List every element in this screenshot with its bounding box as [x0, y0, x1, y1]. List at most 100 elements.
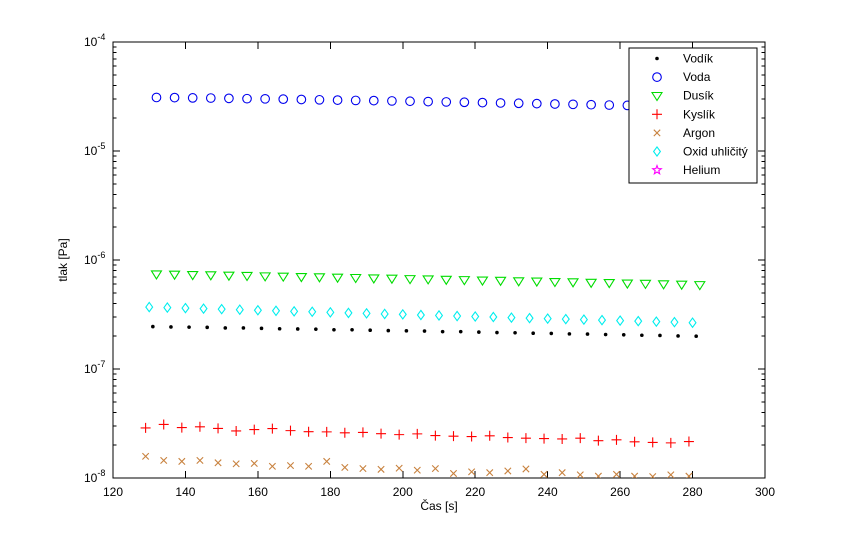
marker-argon — [576, 471, 584, 478]
marker-argon — [685, 472, 693, 478]
marker-argon — [540, 470, 548, 478]
marker-kyslik — [267, 423, 278, 434]
marker-voda — [423, 96, 433, 107]
marker-dusik — [530, 277, 543, 288]
legend-item-helium: Helium — [651, 163, 720, 177]
marker-voda — [350, 95, 361, 106]
legend-label: Kyslík — [683, 107, 716, 121]
x-tick-label: 160 — [248, 485, 268, 499]
marker-vodik — [658, 333, 662, 338]
marker-vodik — [259, 326, 264, 331]
marker-argon — [142, 452, 150, 460]
marker-vodik — [169, 325, 173, 329]
marker-vodik — [422, 329, 427, 333]
marker-voda — [205, 93, 216, 103]
marker-argon — [486, 469, 494, 477]
marker-kyslik — [647, 437, 658, 448]
series-dusik — [150, 270, 706, 291]
marker-dusik — [621, 279, 634, 290]
triangle-down-icon — [651, 91, 663, 102]
marker-argon — [359, 464, 367, 473]
marker-oxid-uhlicity — [416, 309, 425, 321]
marker-voda — [332, 95, 343, 105]
marker-dusik — [313, 273, 326, 283]
marker-dusik — [585, 278, 598, 289]
marker-vodik — [187, 325, 191, 329]
marker-kyslik — [611, 434, 622, 445]
marker-dusik — [693, 281, 706, 291]
marker-vodik — [440, 329, 445, 334]
marker-dusik — [458, 276, 471, 286]
marker-vodik — [531, 331, 535, 336]
legend-label: Argon — [683, 126, 715, 140]
marker-oxid-uhlicity — [344, 307, 353, 319]
marker-argon — [431, 464, 439, 473]
series-vodik — [151, 324, 698, 338]
x-tick-label: 220 — [465, 485, 485, 499]
marker-dusik — [150, 270, 163, 280]
marker-kyslik — [557, 433, 568, 444]
marker-oxid-uhlicity — [561, 313, 570, 325]
marker-voda — [568, 99, 578, 110]
marker-voda — [151, 92, 162, 103]
marker-voda — [187, 93, 198, 103]
marker-dusik — [567, 278, 580, 288]
marker-voda — [314, 94, 325, 105]
marker-kyslik — [321, 426, 332, 437]
marker-oxid-uhlicity — [235, 304, 244, 316]
marker-voda — [441, 97, 452, 107]
marker-argon — [377, 465, 385, 473]
marker-kyslik — [249, 424, 260, 435]
x-tick-label: 120 — [103, 485, 123, 499]
marker-oxid-uhlicity — [543, 313, 552, 325]
legend-item-dus-k: Dusík — [651, 89, 715, 103]
marker-oxid-uhlicity — [434, 309, 444, 321]
marker-kyslik — [683, 436, 694, 447]
marker-vodik — [368, 328, 372, 332]
marker-dusik — [168, 270, 181, 281]
marker-vodik — [495, 330, 499, 335]
marker-kyslik — [158, 419, 169, 430]
axes: 120 140 160 180 200 220 240 260 280 300 10-4 10-5 10… — [84, 32, 775, 499]
marker-vodik — [151, 324, 155, 329]
x-tick-label: 140 — [175, 485, 195, 499]
y-tick-label: 10-4 — [84, 32, 105, 49]
legend: Vodík Voda Dusík Kyslík Argon Oxid uhličitý He… — [628, 47, 758, 184]
marker-kyslik — [412, 428, 423, 439]
marker-dusik — [204, 271, 217, 281]
marker-oxid-uhlicity — [652, 316, 661, 328]
legend-label: Vodík — [683, 52, 714, 66]
marker-vodik — [223, 326, 228, 330]
marker-vodik — [603, 332, 608, 337]
marker-voda — [531, 98, 542, 109]
marker-dusik — [657, 280, 670, 290]
marker-argon — [196, 456, 204, 464]
marker-oxid-uhlicity — [380, 308, 389, 320]
legend-label: Oxid uhličitý — [683, 145, 748, 159]
y-axis-label: tlak [Pa] — [56, 238, 70, 281]
marker-dusik — [512, 277, 525, 287]
marker-argon — [631, 472, 639, 478]
marker-vodik — [513, 330, 517, 335]
x-tick-label: 200 — [393, 485, 413, 499]
marker-oxid-uhlicity — [525, 312, 534, 324]
marker-vodik — [621, 332, 626, 337]
marker-dusik — [548, 277, 561, 288]
marker-dusik — [277, 272, 290, 283]
marker-voda — [459, 97, 470, 108]
marker-vodik — [350, 327, 354, 332]
marker-oxid-uhlicity — [507, 312, 516, 324]
y-tick-label: 10-6 — [84, 250, 105, 267]
marker-kyslik — [394, 429, 405, 440]
marker-dusik — [349, 273, 362, 284]
marker-oxid-uhlicity — [163, 302, 172, 314]
marker-dusik — [367, 274, 380, 284]
marker-kyslik — [357, 427, 368, 438]
marker-vodik — [676, 334, 680, 338]
marker-voda — [169, 92, 180, 103]
marker-dusik — [440, 275, 453, 286]
marker-oxid-uhlicity — [217, 303, 226, 315]
legend-item-oxid-uhli-it-: Oxid uhličitý — [652, 145, 748, 159]
marker-voda — [495, 98, 506, 108]
